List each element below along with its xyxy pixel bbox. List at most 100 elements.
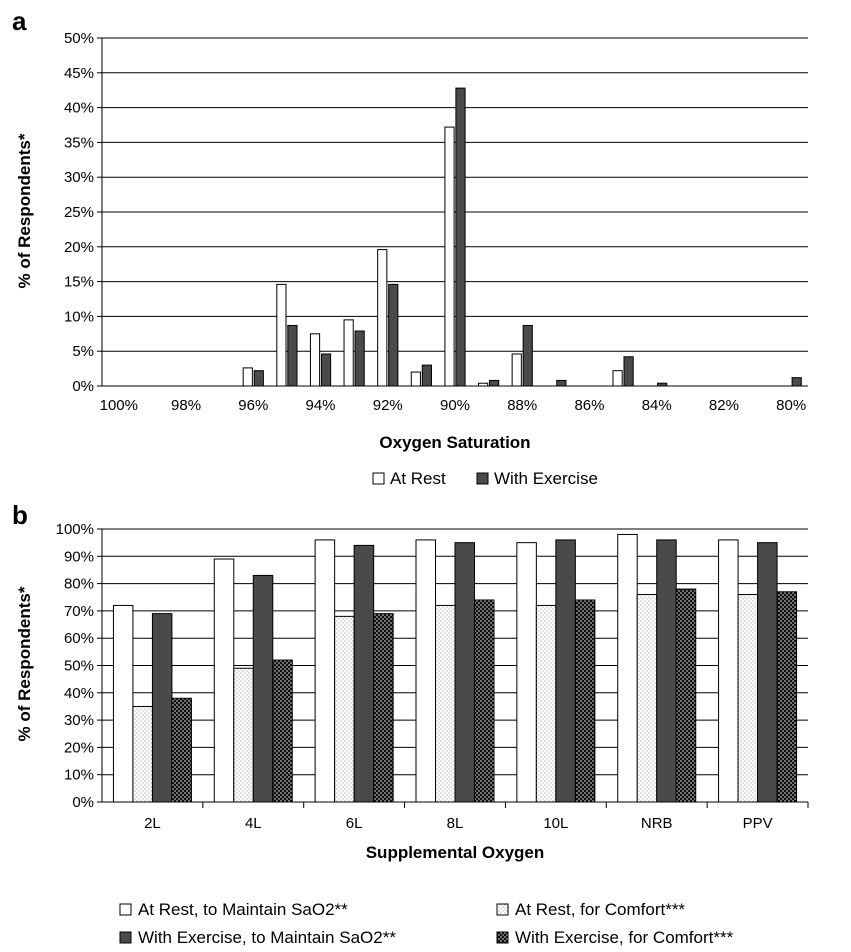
bar-at-rest [242,367,253,387]
y-tick-label: 30% [64,712,94,729]
panel-a-y-tick-labels: 0% 5% 10% 15% 20% 25% 30% 35% 40% 45% 50% [64,30,94,395]
panel-a-bars [242,87,802,387]
y-tick-label: 50% [64,658,94,675]
legend-label-exercise-comfort: With Exercise, for Comfort*** [515,928,734,947]
x-tick-label: 100% [100,397,138,414]
panel-b-bars [112,533,798,803]
bar-at-rest [377,249,388,387]
panel-a-x-tick-labels: 100% 98% 96% 94% 92% 90% 88% 86% 84% 82% 80% [100,397,807,414]
y-tick-label: 30% [64,169,94,186]
legend-swatch-exercise-maintain [119,931,132,944]
x-tick-label: PPV [743,815,773,832]
legend-swatch-exercise-comfort [496,931,509,944]
bar-rest-comfort [636,594,658,803]
bar-rest-maintain [617,533,638,803]
y-tick-label: 0% [72,378,94,395]
legend-swatch-rest-comfort [496,903,509,916]
x-tick-label: 82% [709,397,739,414]
panel-b-axes [97,528,809,808]
x-tick-label: 90% [440,397,470,414]
legend-label-with-exercise: With Exercise [494,469,598,488]
x-tick-label: 10L [543,815,568,832]
x-tick-label: 96% [238,397,268,414]
legend-swatch-rest-maintain [119,903,132,916]
y-tick-label: 10% [64,308,94,325]
legend-swatch-with-exercise [476,472,489,485]
bar-exercise-maintain [151,613,173,803]
x-tick-label: 88% [507,397,537,414]
panel-b-legend: At Rest, to Maintain SaO2** At Rest, for… [119,900,734,947]
panel-b-x-tick-labels: 2L 4L 6L 8L 10L NRB PPV [144,815,772,832]
bar-with-exercise [522,324,533,387]
bar-with-exercise [455,87,466,387]
y-tick-label: 40% [64,100,94,117]
bar-rest-comfort [334,615,355,803]
bar-with-exercise [388,283,399,387]
panel-a-axes [97,37,808,387]
bar-at-rest [612,370,623,387]
bar-with-exercise [354,330,365,387]
y-tick-label: 25% [64,204,94,221]
bar-at-rest [309,333,321,387]
bar-rest-comfort [535,604,557,803]
y-tick-label: 20% [64,739,94,756]
panel-b-x-axis-label: Supplemental Oxygen [366,843,545,862]
x-tick-label: 86% [574,397,604,414]
bar-exercise-comfort [272,659,293,803]
panel-b-label: b [12,500,28,530]
bar-rest-maintain [516,542,537,803]
bar-at-rest [276,283,287,387]
y-tick-label: 5% [72,343,94,360]
bar-rest-comfort [132,705,153,803]
panel-a-x-axis-label: Oxygen Saturation [379,433,530,452]
y-tick-label: 45% [64,65,94,82]
bar-rest-maintain [314,539,336,803]
x-tick-label: 4L [245,815,262,832]
bar-rest-maintain [415,539,436,803]
panel-b-y-axis-label: % of Respondents* [15,586,34,741]
y-tick-label: 70% [64,603,94,620]
y-tick-label: 20% [64,239,94,256]
bar-rest-comfort [737,594,759,803]
bar-rest-comfort [435,604,456,803]
bar-rest-comfort [233,667,254,803]
bar-exercise-maintain [353,544,375,803]
bar-with-exercise [556,379,567,387]
y-tick-label: 15% [64,274,94,291]
y-tick-label: 100% [56,521,94,538]
x-tick-label: 8L [447,815,464,832]
y-tick-label: 90% [64,548,94,565]
legend-label-rest-comfort: At Rest, for Comfort*** [515,900,685,919]
bar-exercise-comfort [776,591,798,803]
bar-with-exercise [421,364,432,387]
legend-swatch-at-rest [372,472,385,485]
y-tick-label: 80% [64,576,94,593]
panel-b-y-tick-labels: 0% 10% 20% 30% 40% 50% 60% 70% 80% 90% 100% [56,521,94,811]
x-tick-label: 84% [642,397,672,414]
bar-exercise-comfort [574,599,596,803]
bar-at-rest [444,126,455,387]
panel-a-legend: At Rest With Exercise [372,469,598,488]
bar-rest-maintain [213,558,235,803]
legend-label-at-rest: At Rest [390,469,446,488]
bar-with-exercise [791,377,802,387]
bar-exercise-comfort [171,697,192,803]
x-tick-label: 80% [776,397,806,414]
bar-at-rest [511,353,522,387]
panel-b: b 0% 10% 20% 30% 40% 50% 60% 70% 80% 90% 100% 2L 4L… [12,500,809,947]
bar-exercise-maintain [454,542,475,803]
x-tick-label: 98% [171,397,201,414]
x-tick-label: 94% [306,397,336,414]
bar-exercise-comfort [373,613,394,803]
bar-with-exercise [489,379,500,387]
bar-rest-maintain [112,604,134,803]
y-tick-label: 35% [64,134,94,151]
y-tick-label: 0% [72,794,94,811]
x-tick-label: 2L [144,815,161,832]
bar-rest-maintain [718,539,739,803]
bar-with-exercise [623,356,634,387]
panel-a: a 0% 5% 10% 15% 20% 25% 30% 35% 40% 45% 50% 100% 98… [12,6,808,488]
x-tick-label: NRB [641,815,673,832]
bar-exercise-maintain [555,539,576,803]
panel-a-y-axis-label: % of Respondents* [15,133,34,288]
